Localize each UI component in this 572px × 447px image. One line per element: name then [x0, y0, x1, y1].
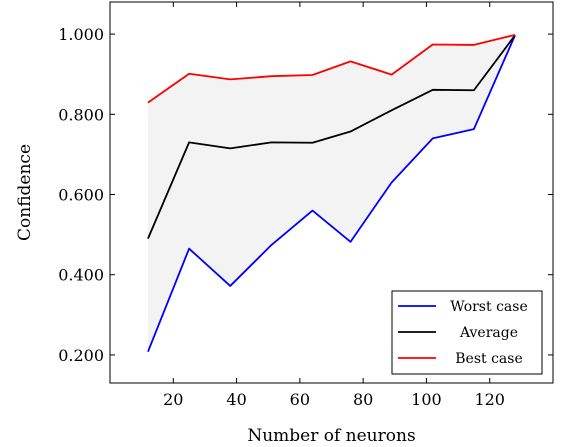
x-tick-label: 20 [163, 390, 183, 409]
series-line-worst-case [147, 34, 516, 353]
legend-label-average: Average [459, 325, 518, 341]
shaded-band-layer [147, 34, 516, 352]
y-tick-label: 1.000 [58, 25, 104, 44]
x-tick-label: 40 [226, 390, 246, 409]
y-tick-label: 0.400 [58, 266, 104, 285]
y-tick-label: 0.600 [58, 186, 104, 205]
x-axis-label: Number of neurons [247, 426, 415, 446]
series-line-best-case [147, 34, 516, 104]
x-tick-label: 100 [411, 390, 442, 409]
legend-label-best-case: Best case [455, 351, 523, 367]
plot-frame [109, 1, 554, 384]
x-tick-label: 120 [474, 390, 505, 409]
legend: Worst case Average Best case [391, 290, 543, 375]
y-axis: 0.200 0.400 0.600 0.800 1.000 [58, 25, 553, 365]
series-layer [147, 34, 516, 353]
legend-label-worst-case: Worst case [450, 299, 527, 315]
x-tick-label: 60 [290, 390, 310, 409]
y-tick-label: 0.800 [58, 105, 104, 124]
x-tick-label: 80 [353, 390, 373, 409]
y-tick-label: 0.200 [58, 346, 104, 365]
confidence-band [147, 34, 516, 352]
x-axis: 20 40 60 80 100 120 [163, 2, 505, 409]
y-axis-label: Confidence [15, 144, 35, 241]
series-line-average [147, 34, 516, 239]
